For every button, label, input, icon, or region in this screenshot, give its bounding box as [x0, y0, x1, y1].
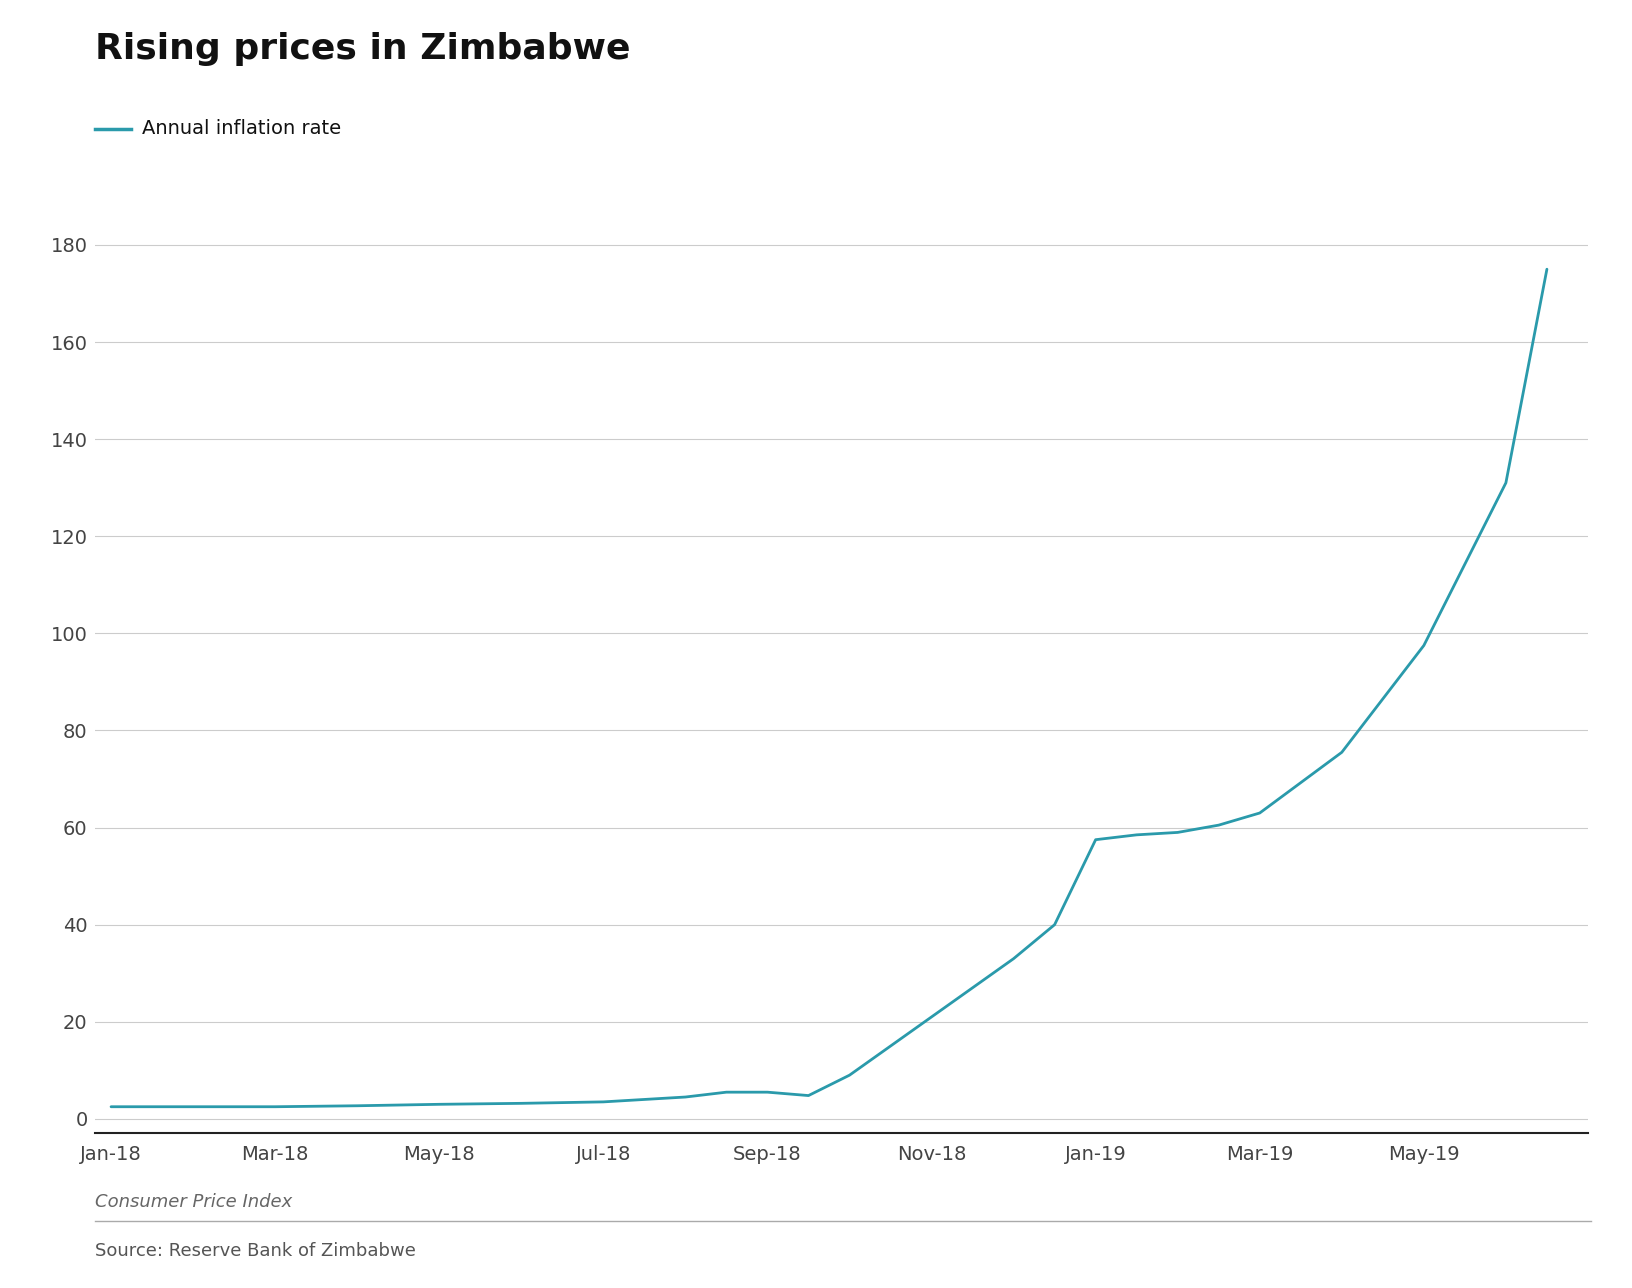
- Text: Consumer Price Index: Consumer Price Index: [95, 1193, 292, 1211]
- Text: Annual inflation rate: Annual inflation rate: [142, 120, 341, 138]
- Text: Source: Reserve Bank of Zimbabwe: Source: Reserve Bank of Zimbabwe: [95, 1242, 416, 1260]
- Text: BBC: BBC: [1555, 1245, 1581, 1261]
- Text: Rising prices in Zimbabwe: Rising prices in Zimbabwe: [95, 32, 630, 66]
